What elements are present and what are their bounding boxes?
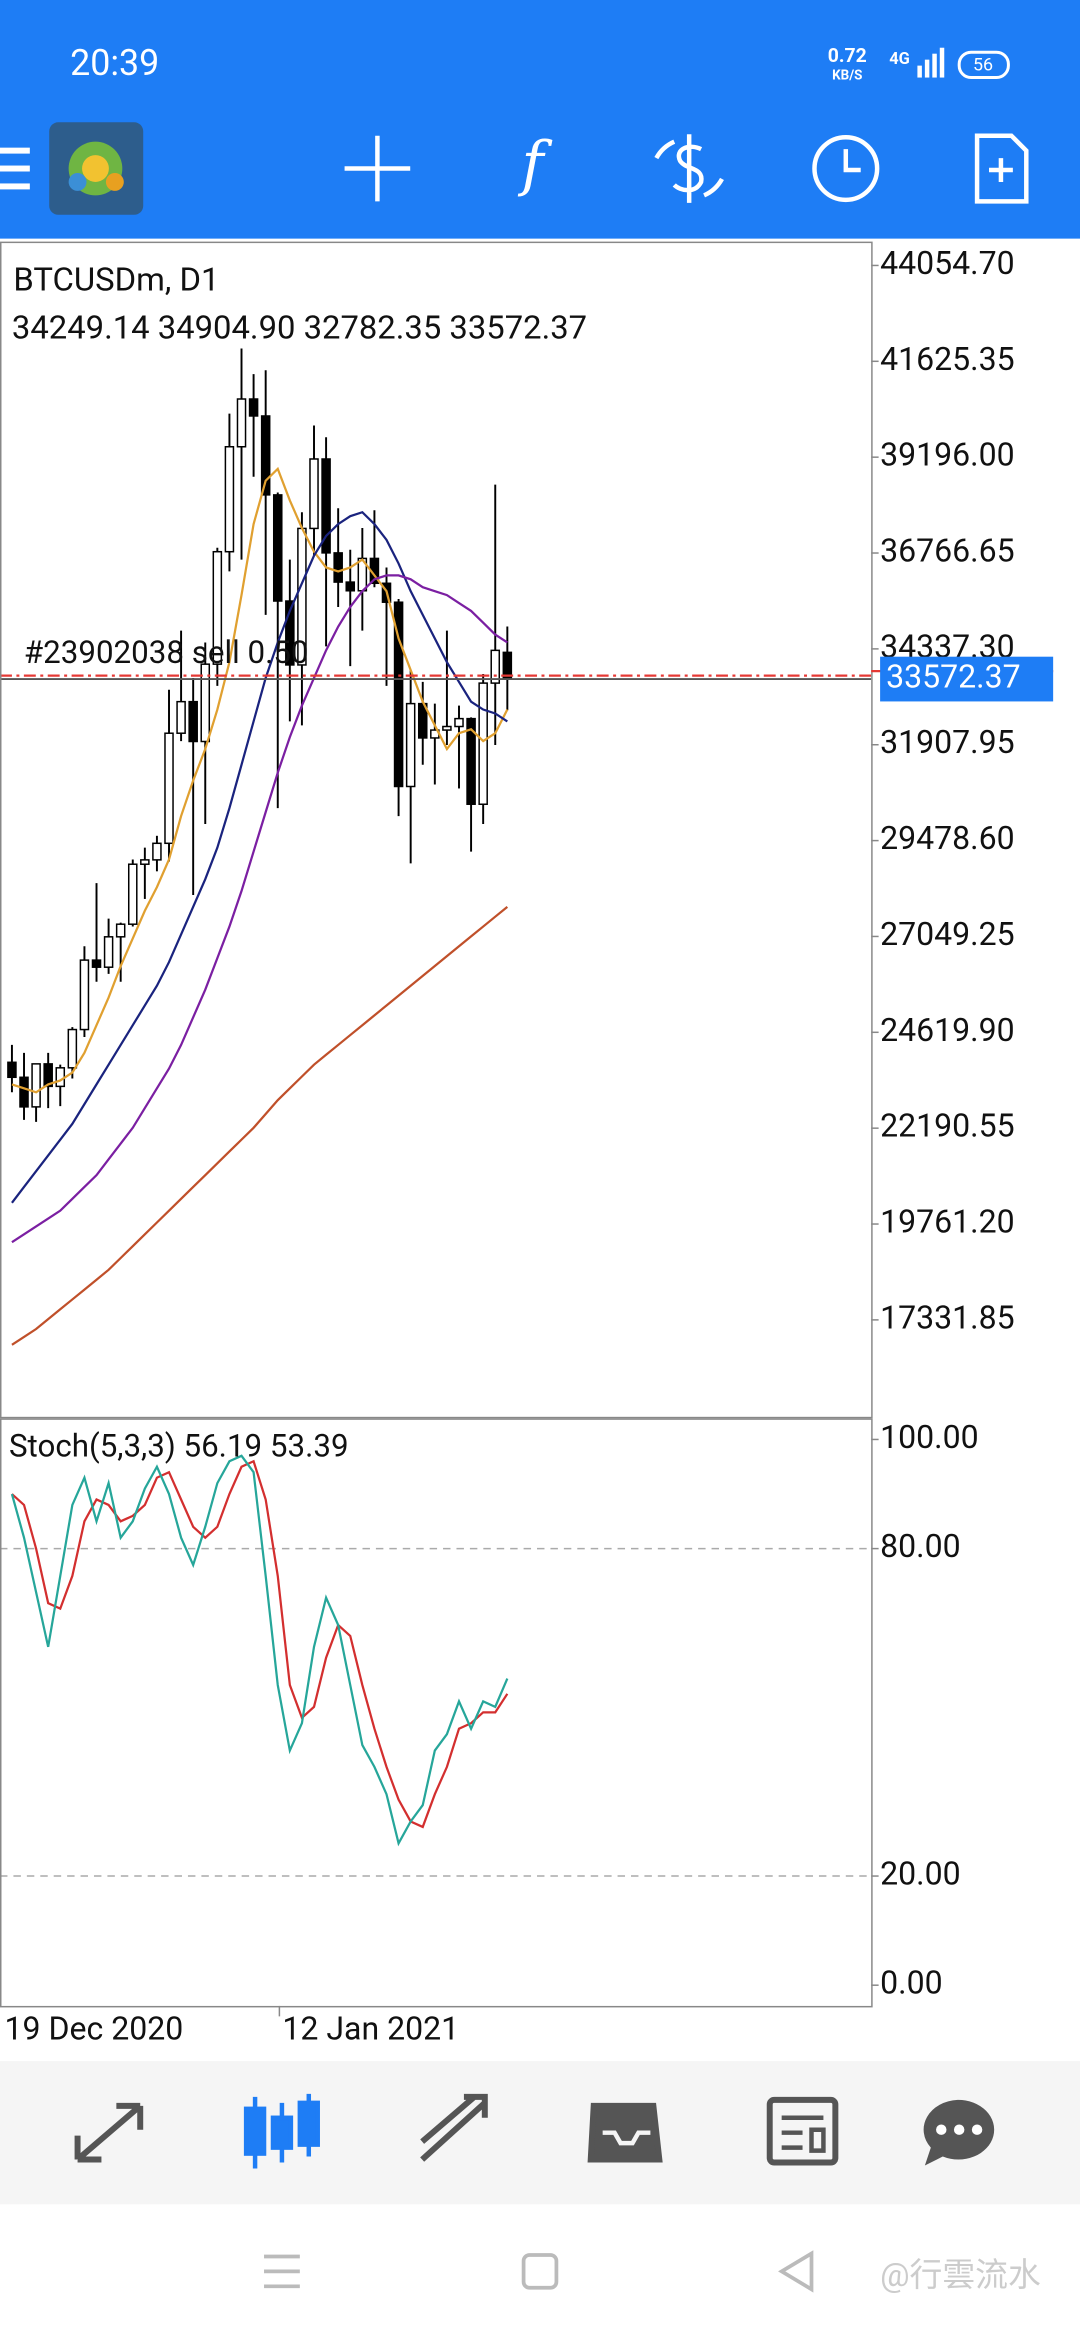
x-tick-label: 12 Jan 2021 [282, 2010, 459, 2048]
stoch-title: Stoch(5,3,3) 56.19 53.39 [9, 1427, 349, 1464]
y-tick-label: 19761.20 [880, 1202, 1015, 1240]
candle-body [466, 717, 476, 805]
stoch-plot [1, 1454, 872, 1877]
y-tick-label: 29478.60 [880, 819, 1015, 857]
battery-level: 56 [973, 54, 993, 75]
new-order-button[interactable] [974, 133, 1029, 204]
candle-body [152, 842, 162, 861]
price-badge [880, 656, 1054, 702]
candle-body [7, 1061, 17, 1079]
net-unit: KB/S [832, 69, 862, 84]
y-tick-label: 27049.25 [880, 915, 1015, 953]
watermark: @行雲流水 [880, 2257, 1041, 2295]
candle-body [454, 717, 464, 728]
nav-quotes[interactable] [74, 2102, 144, 2163]
stoch-tick-label: 80.00 [880, 1527, 961, 1565]
y-tick-label: 24619.90 [880, 1011, 1015, 1049]
stoch-tick-label: 20.00 [880, 1855, 961, 1893]
candle-body [188, 700, 198, 743]
y-tick-label: 22190.55 [880, 1107, 1015, 1145]
candle-body [31, 1063, 41, 1108]
network-type: 4G [889, 50, 910, 69]
menu-button[interactable] [0, 147, 30, 190]
candle-body [200, 663, 211, 743]
stoch-frame [0, 1418, 873, 2008]
x-tick-label: 19 Dec 2020 [4, 2010, 183, 2048]
candle-body [478, 682, 488, 805]
app-header [0, 0, 1080, 239]
candle-body [260, 415, 271, 496]
battery-icon [957, 50, 1010, 80]
candle-body [164, 732, 174, 845]
main-plot [1, 348, 872, 1346]
candle-body [393, 601, 404, 788]
candle-body [176, 700, 186, 734]
order-label: #23902038 sell 0.50 [24, 634, 309, 671]
candle-body [91, 959, 102, 968]
nav-history[interactable] [587, 2102, 663, 2163]
bottom-nav [0, 2061, 1080, 2205]
crosshair-button[interactable] [344, 135, 411, 202]
candle-body [79, 959, 90, 1031]
candle-body [115, 923, 126, 938]
candle-body [236, 398, 247, 448]
candle-body [272, 494, 283, 602]
clock: 20:39 [70, 42, 159, 84]
sys-menu[interactable] [264, 2254, 300, 2289]
main-chart-frame [0, 241, 873, 1419]
trade-button[interactable] [654, 134, 724, 203]
y-tick-label: 17331.85 [880, 1298, 1015, 1336]
nav-trade[interactable] [420, 2093, 488, 2162]
nav-chat[interactable] [923, 2099, 995, 2166]
candle-body [442, 725, 452, 731]
stoch-signal [11, 1459, 509, 1829]
symbol-label: BTCUSDm, D1 [13, 262, 219, 300]
app-logo[interactable] [49, 122, 144, 215]
moving-average [11, 905, 509, 1346]
candle-body [19, 1076, 29, 1108]
y-tick-label: 31907.95 [880, 723, 1015, 761]
candle-body [248, 398, 259, 417]
candle-body [140, 859, 150, 865]
candle-body [490, 649, 501, 684]
candle-body [55, 1067, 66, 1088]
candle-body [321, 458, 331, 554]
clock-button[interactable] [812, 134, 880, 203]
candle-body [333, 552, 343, 583]
nav-news[interactable] [766, 2096, 839, 2166]
candle-body [127, 863, 138, 925]
stoch-tick-label: 100.00 [880, 1418, 979, 1456]
candle-body [309, 458, 319, 530]
moving-average [11, 510, 508, 1204]
y-tick-label: 36766.65 [880, 531, 1015, 569]
moving-average [11, 466, 509, 1094]
candle-body [285, 600, 295, 666]
axes: 44054.7041625.3539196.0036766.6534337.30… [4, 244, 1054, 2048]
moving-average [11, 574, 508, 1244]
stoch-tick-label: 0.00 [880, 1964, 942, 2002]
candle-body [43, 1063, 53, 1088]
signal-icon [917, 47, 945, 78]
candle-body [212, 550, 223, 665]
sys-home[interactable] [521, 2253, 559, 2290]
y-tick-label: 44054.70 [880, 244, 1015, 282]
candle-body [405, 702, 416, 788]
stoch-main [10, 1454, 509, 1847]
candle-body [103, 936, 114, 968]
nav-chart[interactable] [243, 2093, 320, 2169]
y-tick-label: 39196.00 [880, 436, 1015, 474]
net-speed: 0.72 [828, 44, 867, 67]
candle-body [345, 581, 356, 592]
candle-body [67, 1028, 78, 1069]
candle-body [224, 446, 235, 553]
ohlc-info: 34249.14 34904.90 32782.35 33572.37 [12, 309, 587, 347]
sys-back[interactable] [778, 2250, 814, 2293]
y-tick-label: 41625.35 [880, 340, 1015, 378]
price-badge-label: 33572.37 [886, 658, 1021, 696]
